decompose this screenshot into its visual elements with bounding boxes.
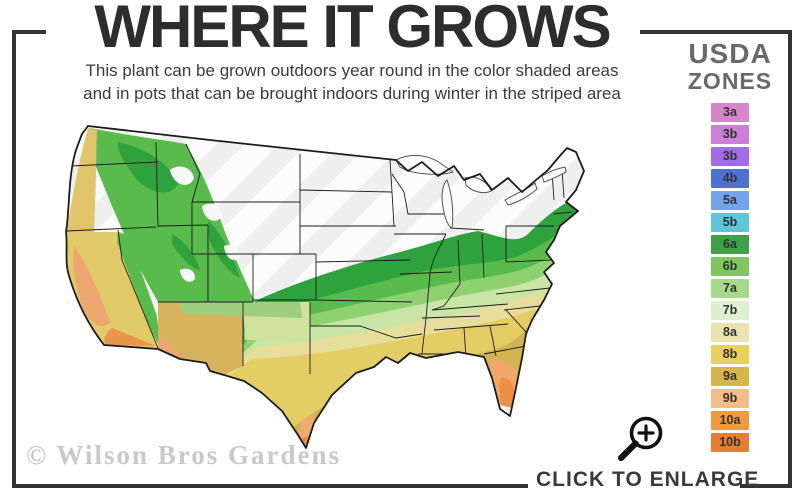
page-title: WHERE IT GROWS xyxy=(94,0,611,60)
frame-bottom-left-segment xyxy=(12,484,528,488)
legend-zone-6b: 6b xyxy=(711,257,749,276)
state-borders xyxy=(66,141,573,374)
usda-zones-legend: USDA ZONES 3a 3b 3b 4b 5a 5b 6a 6b 7a 7b 8a 8b 9a 9b 1… xyxy=(662,40,798,455)
frame-top-right-segment xyxy=(640,30,792,34)
legend-zone-9a: 9a xyxy=(711,367,749,386)
lake-ontario xyxy=(541,166,567,183)
frame-left-border xyxy=(12,30,16,488)
subtitle: This plant can be grown outdoors year ro… xyxy=(12,60,692,105)
legend-zone-7a: 7a xyxy=(711,279,749,298)
lake-erie xyxy=(504,182,538,206)
lake-michigan xyxy=(441,179,454,229)
legend-zone-7b: 7b xyxy=(711,301,749,320)
legend-zone-9b: 9b xyxy=(711,389,749,408)
frame-bottom-right-segment xyxy=(740,484,792,488)
legend-zone-8a: 8a xyxy=(711,323,749,342)
us-outline xyxy=(65,125,585,449)
legend-title-zones: ZONES xyxy=(687,68,773,94)
zone-california-orange xyxy=(104,328,156,346)
zone-sierra-green xyxy=(117,232,160,348)
lake-huron xyxy=(464,176,492,194)
legend-zone-5a: 5a xyxy=(711,191,749,210)
zone-california-yellow xyxy=(66,232,158,348)
us-zones-map-svg xyxy=(65,125,585,449)
frame-top-left-segment xyxy=(12,30,46,34)
legend-zone-5b: 5b xyxy=(711,213,749,232)
subtitle-line-1: This plant can be grown outdoors year ro… xyxy=(85,61,619,81)
subtitle-line-2: and in pots that can be brought indoors … xyxy=(83,83,621,103)
legend-zone-4b: 4b xyxy=(711,169,749,188)
zone-florida-orange xyxy=(499,377,515,411)
legend-zone-10b: 10b xyxy=(711,433,749,452)
legend-zone-3b: 3b xyxy=(711,147,749,166)
zone-west-dark-green-patches xyxy=(117,142,240,278)
legend-zones: 3a 3b 3b 4b 5a 5b 6a 6b 7a 7b 8a 8b 9a 9b 10a 10b xyxy=(711,103,749,452)
zone-arizona-peach xyxy=(160,336,190,361)
zone-shading-layers xyxy=(66,126,584,448)
legend-zone-3a: 3a xyxy=(711,103,749,122)
frame-right-border xyxy=(788,30,792,488)
legend-zone-3b: 3b xyxy=(711,125,749,144)
magnifier-handle xyxy=(617,440,639,462)
legend-zone-10a: 10a xyxy=(711,411,749,430)
us-zones-map[interactable] xyxy=(60,114,620,466)
click-to-enlarge-label[interactable]: CLICK TO ENLARGE xyxy=(536,468,760,491)
zone-four-corners-green-strip xyxy=(178,302,302,318)
watermark: © Wilson Bros Gardens xyxy=(26,440,341,470)
legend-zone-8b: 8b xyxy=(711,345,749,364)
legend-zone-6a: 6a xyxy=(711,235,749,254)
zone-mountain-white-patches xyxy=(170,166,241,282)
legend-title-usda: USDA xyxy=(688,38,772,69)
zone-california-peach xyxy=(73,246,110,326)
magnifier-lens xyxy=(629,416,663,450)
magnifier-zoom-in-icon[interactable] xyxy=(610,408,672,470)
plus-icon xyxy=(637,424,655,442)
header: WHERE IT GROWS This plant can be grown o… xyxy=(12,0,692,105)
zone-pacific-coast-yellow xyxy=(66,128,97,232)
